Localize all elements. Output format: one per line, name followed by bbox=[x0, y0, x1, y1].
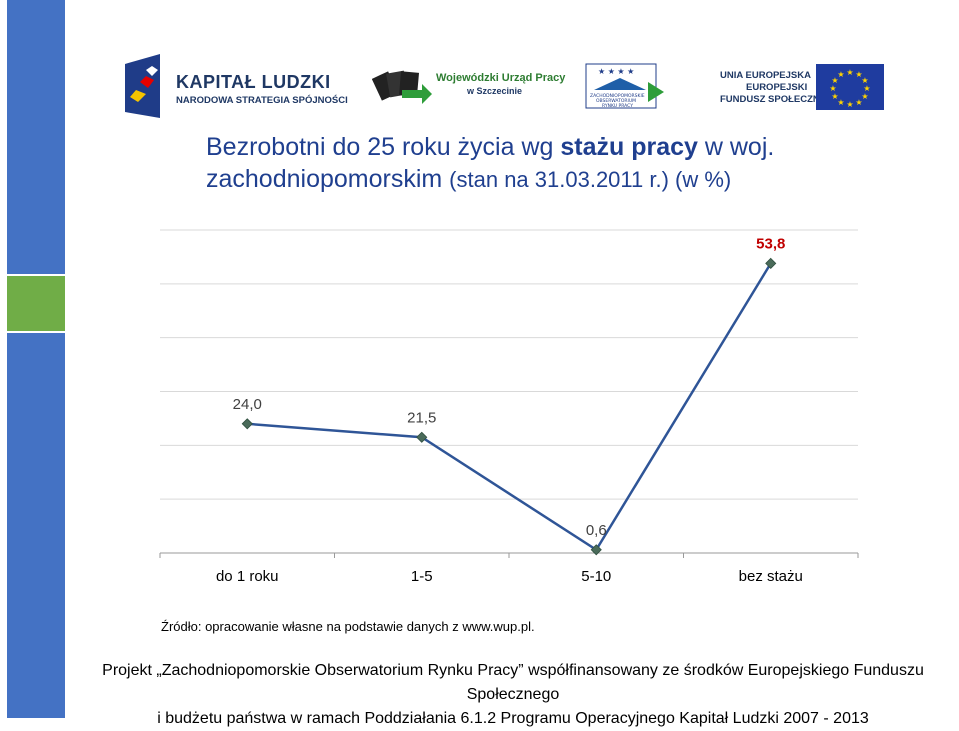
eu-line3: FUNDUSZ SPOŁECZNY bbox=[720, 94, 827, 105]
svg-text:★: ★ bbox=[831, 76, 838, 85]
title-line-2: zachodniopomorskim (stan na 31.03.2011 r… bbox=[206, 163, 906, 196]
wup-logo: Wojewódzki Urząd Pracy w Szczecinie bbox=[371, 64, 565, 104]
kapital-ludzki-star-icon bbox=[125, 54, 160, 118]
title-bold: stażu pracy bbox=[560, 133, 698, 161]
eu-line1: UNIA EUROPEJSKA bbox=[720, 70, 811, 81]
sidebar-green-block bbox=[7, 276, 65, 331]
svg-text:★: ★ bbox=[846, 68, 853, 77]
x-tick-label: bez stażu bbox=[739, 568, 803, 585]
eu-line2: EUROPEJSKI bbox=[746, 82, 808, 93]
title-part1: Bezrobotni do 25 roku życia wg bbox=[206, 133, 561, 161]
data-label: 53,8 bbox=[756, 235, 785, 252]
series-line bbox=[247, 262, 772, 552]
svg-text:★: ★ bbox=[861, 76, 868, 85]
svg-text:★: ★ bbox=[855, 70, 862, 79]
source-note: Źródło: opracowanie własne na podstawie … bbox=[161, 619, 535, 634]
left-sidebar bbox=[0, 0, 67, 718]
data-point-marker bbox=[241, 418, 253, 430]
title-line2-main: zachodniopomorskim bbox=[206, 165, 450, 193]
footer-line-1: Projekt „Zachodniopomorskie Obserwatoriu… bbox=[102, 662, 924, 703]
svg-text:★: ★ bbox=[837, 70, 844, 79]
eu-flag-icon: ★ ★★ ★★★ ★★★ ★★★ bbox=[816, 64, 884, 110]
kapital-ludzki-title: KAPITAŁ LUDZKI bbox=[176, 72, 331, 92]
data-point-marker bbox=[590, 544, 602, 556]
svg-text:★: ★ bbox=[837, 98, 844, 107]
title-line-1: Bezrobotni do 25 roku życia wg stażu pra… bbox=[206, 131, 906, 163]
wup-cards-icon bbox=[371, 70, 432, 104]
zorp-emblem-icon: ★ ★ ★ ★ ZACHODNIOPOMORSKIE OBSERWATORIUM… bbox=[585, 63, 664, 109]
x-tick-label: do 1 roku bbox=[216, 568, 279, 585]
zorp-line2: OBSERWATORIUM bbox=[596, 98, 636, 104]
svg-text:★: ★ bbox=[831, 92, 838, 101]
x-tick-label: 1-5 bbox=[411, 568, 433, 585]
data-point-marker bbox=[416, 431, 428, 443]
svg-text:★: ★ bbox=[829, 84, 836, 93]
kapital-ludzki-subtitle: NARODOWA STRATEGIA SPÓJNOŚCI bbox=[176, 95, 348, 106]
zorp-line3: RYNKU PRACY bbox=[602, 103, 633, 109]
svg-text:★: ★ bbox=[863, 84, 870, 93]
data-label: 0,6 bbox=[586, 522, 607, 539]
svg-text:★: ★ bbox=[855, 98, 862, 107]
page-title: Bezrobotni do 25 roku życia wg stażu pra… bbox=[206, 131, 906, 196]
data-point-marker bbox=[765, 257, 777, 269]
eu-logo: UNIA EUROPEJSKA EUROPEJSKI FUNDUSZ SPOŁE… bbox=[716, 64, 884, 112]
zorp-logo: ★ ★ ★ ★ ZACHODNIOPOMORSKIE OBSERWATORIUM… bbox=[584, 62, 674, 110]
zorp-line1: ZACHODNIOPOMORSKIE bbox=[590, 93, 645, 99]
title-line2-small: (stan na 31.03.2011 r.) (w %) bbox=[449, 167, 732, 192]
wup-city: w Szczecinie bbox=[467, 86, 523, 96]
sidebar-blue-bottom bbox=[7, 333, 65, 718]
svg-text:★: ★ bbox=[861, 92, 868, 101]
kapital-ludzki-logo: KAPITAŁ LUDZKI NARODOWA STRATEGIA SPÓJNO… bbox=[120, 52, 348, 122]
x-tick-label: 5-10 bbox=[581, 568, 611, 585]
footer: Projekt „Zachodniopomorskie Obserwatoriu… bbox=[67, 659, 959, 731]
title-part2: w woj. bbox=[697, 133, 775, 161]
data-label: 24,0 bbox=[233, 396, 262, 413]
footer-line-2: i budżetu państwa w ramach Poddziałania … bbox=[157, 710, 869, 727]
data-label: 21,5 bbox=[407, 409, 436, 426]
sidebar-blue-top bbox=[7, 0, 65, 274]
svg-text:★: ★ bbox=[846, 100, 853, 109]
wup-name: Wojewódzki Urząd Pracy bbox=[436, 72, 566, 84]
svg-text:★ ★ ★ ★: ★ ★ ★ ★ bbox=[598, 67, 634, 76]
